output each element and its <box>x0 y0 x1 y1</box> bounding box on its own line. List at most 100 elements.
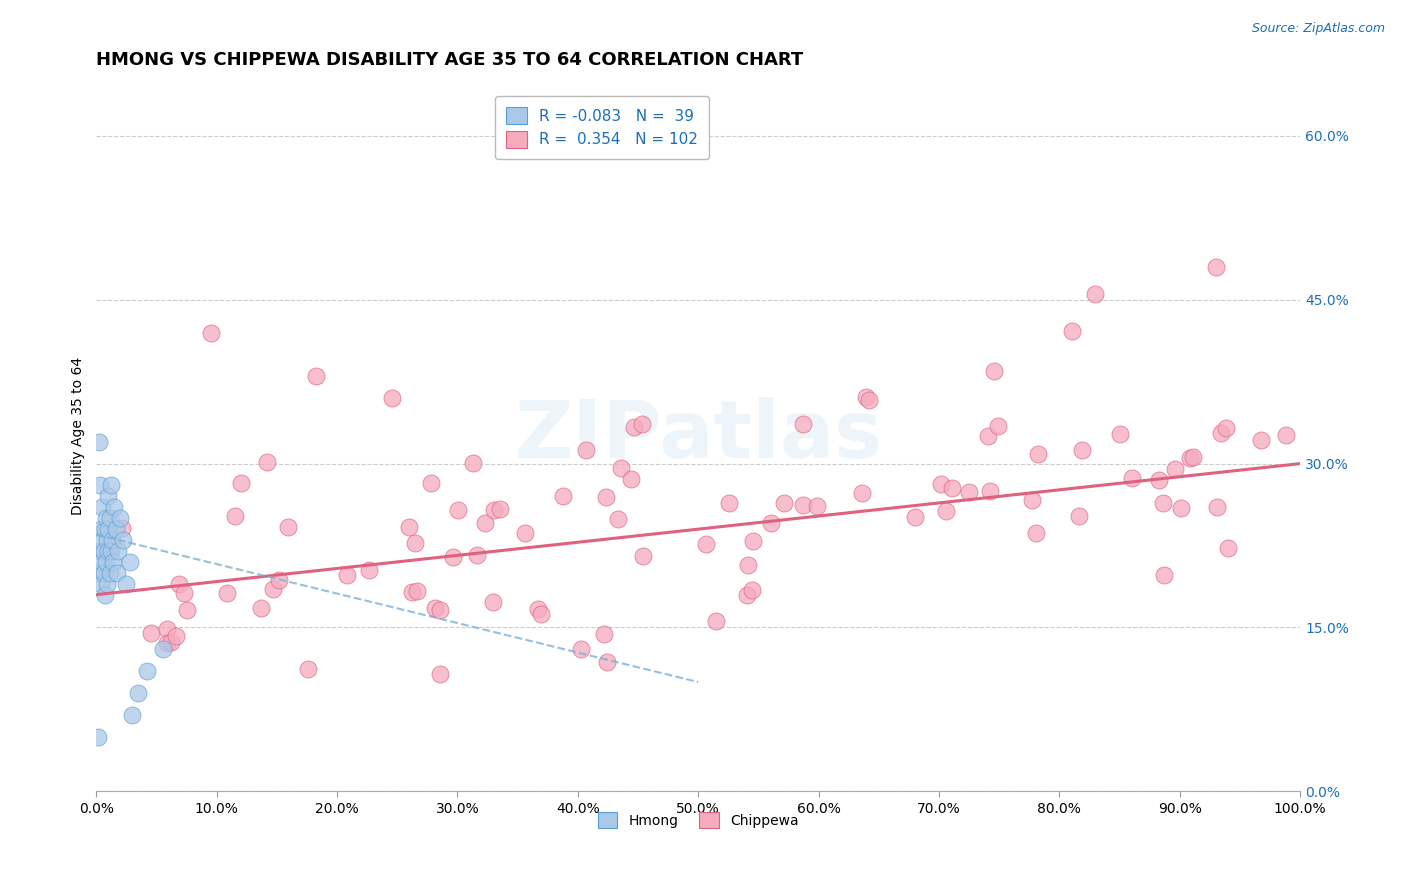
Point <box>596 656 619 670</box>
Point <box>482 503 505 517</box>
Point <box>398 520 420 534</box>
Point <box>904 510 927 524</box>
Point <box>404 536 426 550</box>
Point <box>105 566 128 580</box>
Point <box>104 522 127 536</box>
Point <box>215 586 238 600</box>
Point <box>97 522 120 536</box>
Point <box>167 577 190 591</box>
Point <box>91 555 114 569</box>
Point <box>1181 450 1204 464</box>
Point <box>1149 473 1171 487</box>
Point <box>482 595 505 609</box>
Point <box>623 419 645 434</box>
Point <box>792 417 814 432</box>
Point <box>96 533 118 547</box>
Point <box>256 455 278 469</box>
Point <box>983 364 1005 378</box>
Point <box>858 393 880 408</box>
Point <box>111 521 134 535</box>
Point <box>1250 433 1272 447</box>
Point <box>406 584 429 599</box>
Point <box>855 390 877 404</box>
Point <box>979 483 1001 498</box>
Point <box>1026 447 1049 461</box>
Point <box>1109 426 1132 441</box>
Point <box>1275 428 1298 442</box>
Point <box>103 555 125 569</box>
Point <box>1211 425 1233 440</box>
Point <box>1205 260 1227 274</box>
Point <box>96 576 118 591</box>
Point <box>1025 526 1047 541</box>
Point <box>759 516 782 530</box>
Point <box>91 500 114 515</box>
Point <box>110 511 132 525</box>
Point <box>773 496 796 510</box>
Point <box>94 588 117 602</box>
Point <box>1152 496 1174 510</box>
Point <box>156 622 179 636</box>
Point <box>553 489 575 503</box>
Point <box>631 417 654 432</box>
Point <box>336 568 359 582</box>
Point <box>250 601 273 615</box>
Point <box>1206 500 1229 514</box>
Point <box>463 456 485 470</box>
Point <box>620 472 643 486</box>
Point <box>1153 567 1175 582</box>
Point <box>447 502 470 516</box>
Point <box>929 477 952 491</box>
Point <box>593 627 616 641</box>
Point <box>489 501 512 516</box>
Point <box>100 478 122 492</box>
Point <box>401 584 423 599</box>
Point <box>200 326 222 340</box>
Point <box>735 588 758 602</box>
Point <box>737 558 759 572</box>
Point <box>665 128 688 143</box>
Point <box>98 566 121 580</box>
Point <box>103 500 125 515</box>
Legend: Hmong, Chippewa: Hmong, Chippewa <box>592 807 804 834</box>
Point <box>135 664 157 678</box>
Point <box>1216 541 1239 556</box>
Point <box>269 573 291 587</box>
Point <box>610 461 633 475</box>
Point <box>97 489 120 503</box>
Point <box>575 442 598 457</box>
Point <box>101 533 124 547</box>
Point <box>90 576 112 591</box>
Point <box>429 666 451 681</box>
Point <box>127 686 149 700</box>
Point <box>139 625 162 640</box>
Point <box>1069 508 1091 523</box>
Point <box>98 511 121 525</box>
Point <box>90 522 112 536</box>
Point <box>1170 501 1192 516</box>
Point <box>165 629 187 643</box>
Point <box>111 533 134 547</box>
Point <box>1121 470 1143 484</box>
Point <box>89 544 111 558</box>
Point <box>527 602 550 616</box>
Point <box>93 544 115 558</box>
Point <box>425 600 447 615</box>
Point <box>1071 443 1094 458</box>
Point <box>381 391 404 405</box>
Point <box>115 576 138 591</box>
Point <box>91 533 114 547</box>
Point <box>530 607 553 622</box>
Text: ZIPatlas: ZIPatlas <box>515 397 883 475</box>
Point <box>1060 324 1083 338</box>
Point <box>120 555 142 569</box>
Point <box>935 504 957 518</box>
Point <box>93 566 115 580</box>
Point <box>87 434 110 449</box>
Point <box>986 418 1008 433</box>
Point <box>305 369 328 384</box>
Point <box>465 548 488 562</box>
Point <box>173 586 195 600</box>
Point <box>606 512 628 526</box>
Point <box>100 544 122 558</box>
